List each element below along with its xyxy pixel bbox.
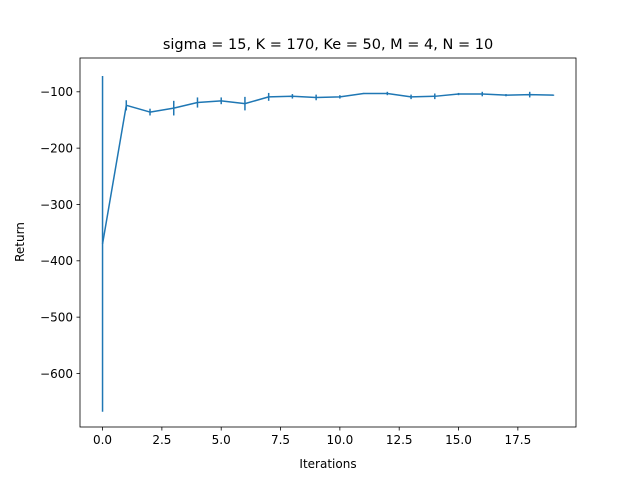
x-tick-label: 7.5 [271, 433, 290, 447]
y-tick-label: −300 [40, 198, 73, 212]
y-tick-label: −400 [40, 254, 73, 268]
x-tick-label: 0.0 [93, 433, 112, 447]
y-axis-label: Return [13, 222, 27, 262]
y-tick-label: −500 [40, 310, 73, 324]
y-tick-label: −200 [40, 141, 73, 155]
y-tick-label: −600 [40, 367, 73, 381]
x-tick-label: 5.0 [212, 433, 231, 447]
y-tick-label: −100 [40, 85, 73, 99]
plot-area: 0.0 2.5 5.0 7.5 10.0 12.5 15.0 17.5 −600 −500 −400… [40, 57, 577, 447]
x-tick-label: 15.0 [445, 433, 472, 447]
axes-frame [79, 57, 577, 428]
x-tick-label: 12.5 [386, 433, 413, 447]
x-tick-label: 17.5 [504, 433, 531, 447]
x-tick-label: 10.0 [327, 433, 354, 447]
chart-title: sigma = 15, K = 170, Ke = 50, M = 4, N =… [163, 37, 493, 53]
series-line [101, 92, 554, 245]
x-axis-label: Iterations [299, 457, 356, 471]
x-tick-label: 2.5 [152, 433, 171, 447]
